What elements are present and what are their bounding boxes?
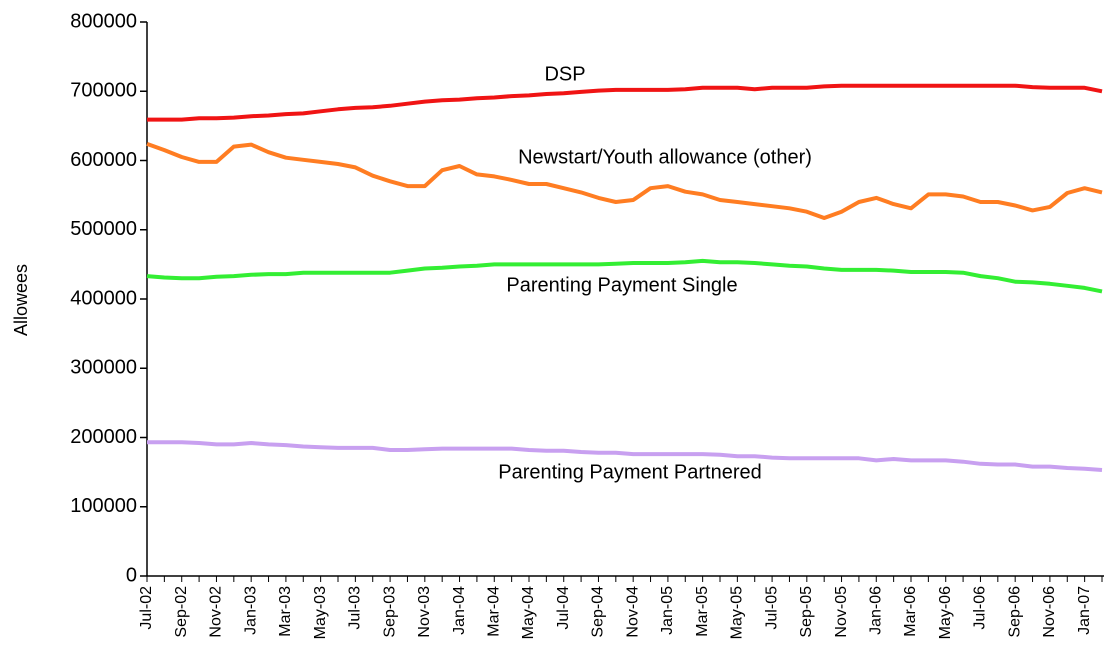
x-tick-label: May-04 xyxy=(520,586,537,639)
x-tick-label: Jul-02 xyxy=(138,586,155,630)
y-tick-label: 0 xyxy=(126,564,137,586)
y-tick-label: 200000 xyxy=(70,426,137,448)
x-tick-label: Mar-04 xyxy=(485,586,502,637)
y-tick-label: 400000 xyxy=(70,287,137,309)
x-tick-label: May-03 xyxy=(312,586,329,639)
x-tick-label: Jan-07 xyxy=(1076,586,1093,635)
series-label: Parenting Payment Partnered xyxy=(498,461,762,483)
y-tick-label: 700000 xyxy=(70,80,137,102)
x-tick-label: Nov-06 xyxy=(1041,586,1058,638)
x-tick-label: Jul-04 xyxy=(555,586,572,630)
series-label: Parenting Payment Single xyxy=(506,274,737,296)
x-tick-label: Sep-02 xyxy=(173,586,190,638)
x-tick-label: Jan-04 xyxy=(451,586,468,635)
y-tick-label: 500000 xyxy=(70,218,137,240)
x-tick-label: Nov-04 xyxy=(624,586,641,638)
series-label: Newstart/Youth allowance (other) xyxy=(518,146,812,168)
x-tick-label: Jul-03 xyxy=(347,586,364,630)
y-tick-label: 600000 xyxy=(70,149,137,171)
series-label: DSP xyxy=(544,63,585,85)
x-tick-label: Sep-05 xyxy=(798,586,815,638)
x-tick-label: Mar-05 xyxy=(694,586,711,637)
x-tick-label: Sep-03 xyxy=(381,586,398,638)
x-tick-label: Jan-03 xyxy=(242,586,259,635)
x-tick-label: Sep-04 xyxy=(590,586,607,638)
y-tick-label: 300000 xyxy=(70,357,137,379)
x-tick-label: Jul-05 xyxy=(763,586,780,630)
series-line xyxy=(146,142,1103,220)
series-line xyxy=(147,83,1103,122)
x-tick-label: Sep-06 xyxy=(1006,586,1023,638)
y-axis-label: Allowees xyxy=(11,264,31,336)
series-line xyxy=(146,258,1103,294)
x-tick-label: Jan-05 xyxy=(659,586,676,635)
y-tick-label: 100000 xyxy=(70,495,137,517)
x-tick-label: May-05 xyxy=(729,586,746,639)
x-tick-label: Nov-05 xyxy=(833,586,850,638)
x-tick-label: Jul-06 xyxy=(972,586,989,630)
x-tick-label: Nov-03 xyxy=(416,586,433,638)
x-tick-label: Jan-06 xyxy=(867,586,884,635)
x-tick-label: Nov-02 xyxy=(208,586,225,638)
x-tick-label: Mar-03 xyxy=(277,586,294,637)
x-tick-label: Mar-06 xyxy=(902,586,919,637)
x-tick-label: May-06 xyxy=(937,586,954,639)
series-line xyxy=(147,440,1103,472)
y-tick-label: 800000 xyxy=(70,10,137,32)
